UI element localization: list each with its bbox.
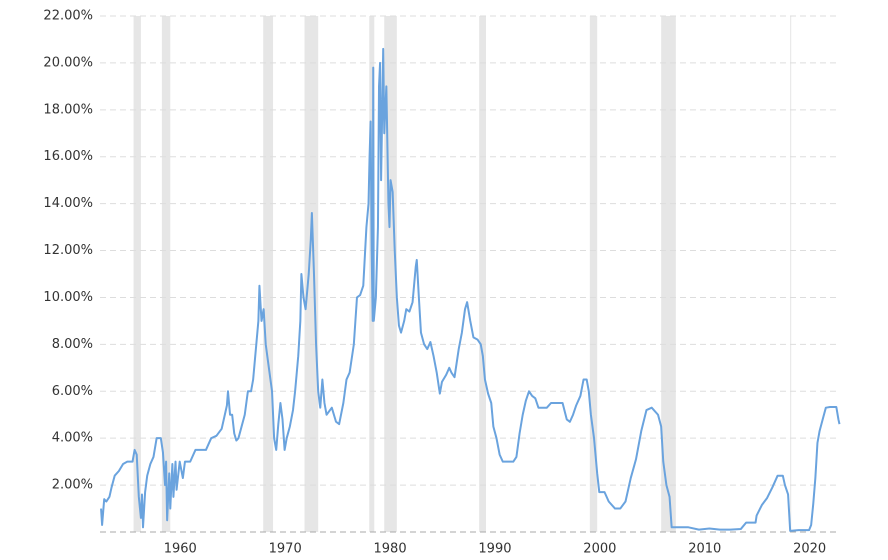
y-tick-label: 12.00% [43,243,93,258]
x-tick-label: 1990 [478,542,511,557]
x-tick-label: 1960 [164,542,197,557]
y-tick-label: 22.00% [43,9,93,24]
x-tick-label: 1980 [374,542,407,557]
shaded-period [661,16,676,532]
x-tick-label: 1970 [269,542,302,557]
y-tick-label: 4.00% [52,431,93,446]
shaded-period [161,16,171,532]
shaded-period [589,16,598,532]
shaded-period [479,16,486,532]
y-tick-label: 14.00% [43,196,93,211]
data-line [100,47,841,532]
y-tick-label: 8.00% [52,337,93,352]
shaded-period [304,16,319,532]
y-tick-label: 16.00% [43,149,93,164]
y-tick-label: 10.00% [43,290,93,305]
shaded-period [263,16,274,532]
x-tick-label: 2000 [583,542,616,557]
y-tick-label: 18.00% [43,102,93,117]
shaded-period [133,16,141,532]
x-tick-label: 2020 [793,542,826,557]
x-tick-label: 2010 [688,542,721,557]
y-tick-label: 2.00% [52,478,93,493]
shaded-period [790,16,792,532]
y-tick-label: 20.00% [43,55,93,70]
y-tick-label: 6.00% [52,384,93,399]
